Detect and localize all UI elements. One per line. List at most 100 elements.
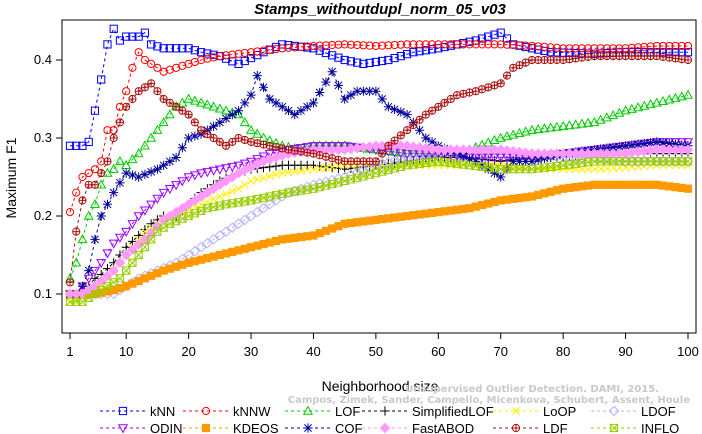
data-point: [608, 44, 618, 53]
data-point: [208, 234, 219, 245]
data-point: [321, 162, 331, 172]
data-point: [152, 194, 163, 204]
data-point: [215, 192, 224, 201]
data-point: [658, 41, 668, 51]
data-point: [378, 149, 387, 158]
data-point: [215, 137, 224, 146]
credit-line-2: Unsupervised Outlier Detection. DAMI, 20…: [405, 384, 659, 395]
data-point: [97, 168, 106, 178]
data-point: [446, 40, 455, 49]
y-axis-label: Maximum F1: [3, 137, 19, 218]
legend-label: KDEOS: [233, 421, 279, 434]
data-point: [589, 116, 600, 127]
data-point: [134, 48, 143, 57]
data-point: [483, 164, 493, 174]
data-point: [140, 243, 150, 252]
data-point: [620, 105, 631, 115]
data-point: [484, 32, 493, 41]
data-point: [172, 44, 181, 53]
data-point: [308, 142, 319, 152]
data-point: [139, 140, 150, 150]
data-point: [177, 177, 188, 187]
data-point: [209, 50, 218, 59]
legend-marker: [118, 406, 128, 416]
data-point: [184, 44, 193, 53]
data-point: [196, 169, 207, 179]
data-point: [239, 116, 250, 127]
data-point: [240, 98, 250, 108]
data-point: [570, 119, 581, 129]
legend-item-knn: kNN: [100, 404, 175, 419]
series-ldf: [65, 52, 693, 287]
data-point: [234, 49, 243, 58]
data-point: [502, 71, 512, 80]
data-point: [271, 98, 281, 108]
data-point: [77, 233, 88, 244]
data-point: [251, 206, 263, 218]
data-point: [153, 87, 162, 96]
data-point: [315, 46, 324, 55]
data-point: [259, 173, 268, 182]
legend-label: LDOF: [641, 404, 676, 419]
data-point: [109, 126, 118, 135]
data-point: [222, 189, 231, 198]
data-point: [595, 114, 606, 124]
data-point: [184, 133, 194, 143]
data-point: [90, 180, 100, 189]
data-point: [140, 28, 150, 37]
data-point: [540, 46, 549, 55]
data-point: [315, 87, 325, 98]
data-point: [415, 40, 424, 49]
data-point: [515, 41, 524, 50]
data-point: [72, 141, 81, 150]
data-point: [221, 51, 231, 60]
data-point: [72, 227, 81, 236]
data-point: [558, 120, 569, 130]
data-point: [564, 120, 575, 130]
data-point: [353, 58, 362, 67]
data-point: [446, 94, 455, 104]
data-point: [396, 40, 405, 49]
data-point: [484, 40, 493, 49]
data-point: [183, 173, 194, 183]
data-point: [346, 90, 356, 100]
data-point: [682, 138, 694, 148]
data-point: [384, 41, 393, 50]
data-point: [184, 110, 193, 119]
data-point: [233, 161, 244, 171]
data-point: [233, 109, 244, 119]
data-point: [127, 170, 138, 180]
data-point: [228, 137, 237, 146]
data-point: [214, 165, 225, 175]
data-point: [122, 87, 131, 96]
data-point: [426, 143, 438, 155]
data-point: [334, 40, 343, 49]
data-point: [346, 40, 356, 49]
data-point: [283, 106, 294, 116]
data-point: [621, 44, 630, 53]
legend-item-ldof: LDOF: [591, 404, 676, 419]
data-point: [378, 41, 387, 50]
data-point: [84, 169, 93, 178]
data-point: [501, 131, 513, 141]
data-point: [615, 163, 624, 172]
data-point: [496, 28, 505, 37]
data-point: [533, 123, 544, 134]
data-point: [171, 152, 181, 163]
data-point: [264, 149, 275, 160]
data-point: [371, 157, 380, 166]
data-point: [602, 44, 611, 53]
data-point: [415, 115, 424, 124]
data-point: [546, 43, 555, 52]
data-point: [152, 164, 162, 174]
data-point: [602, 143, 612, 153]
data-point: [114, 155, 125, 166]
data-point: [97, 75, 106, 84]
data-point: [314, 142, 325, 152]
data-point: [226, 171, 238, 183]
data-point: [133, 212, 144, 222]
data-point: [521, 41, 530, 50]
legend-marker: [303, 423, 313, 433]
legend-label: kNNW: [233, 404, 271, 419]
data-point: [309, 41, 318, 51]
